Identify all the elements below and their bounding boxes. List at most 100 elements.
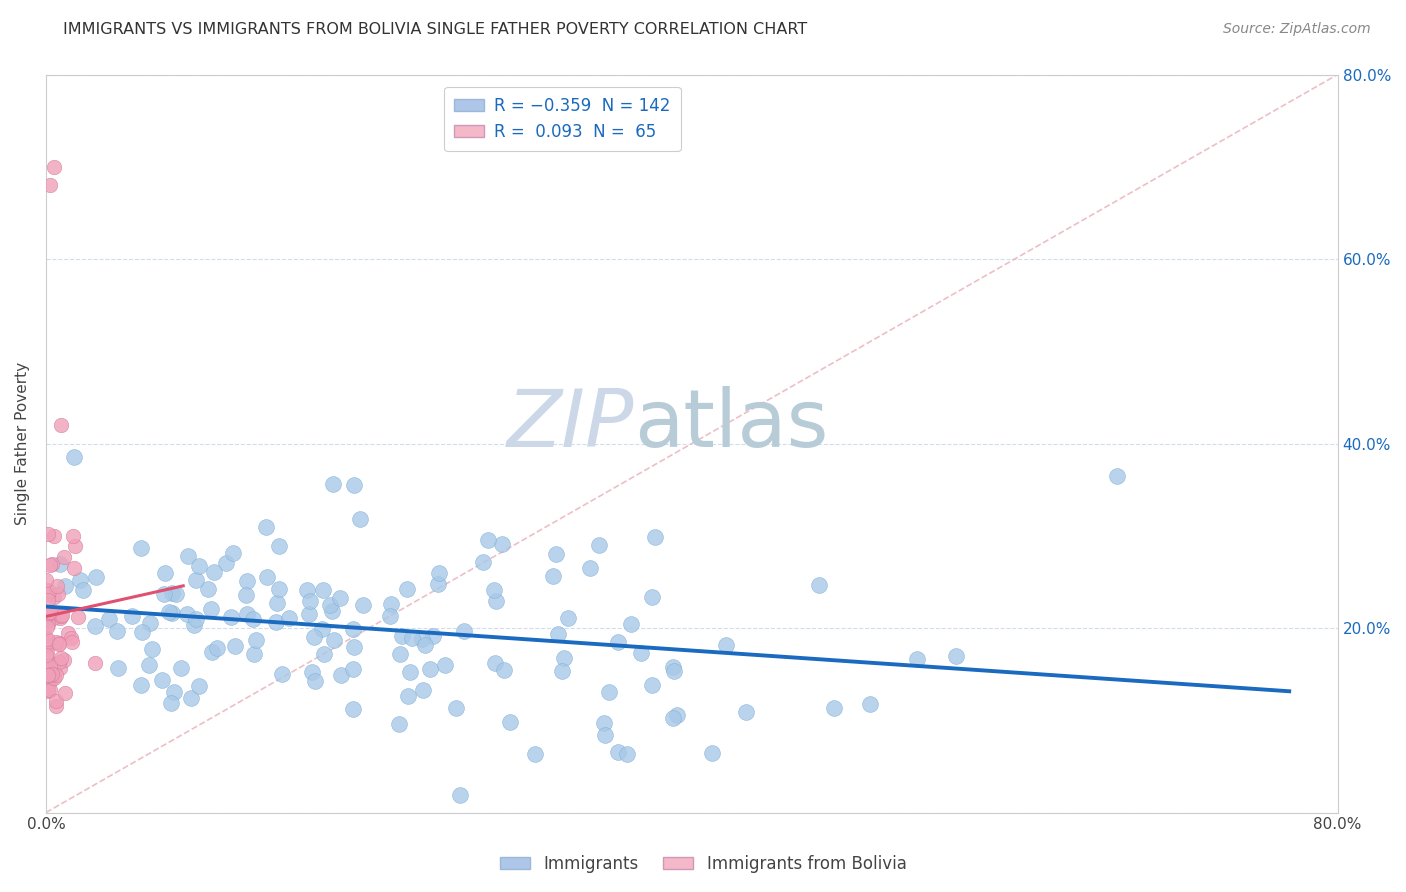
Point	[304, 674, 326, 689]
Point	[84, 656, 107, 670]
Point	[616, 747, 638, 761]
Legend: R = −0.359  N = 142, R =  0.093  N =  65: R = −0.359 N = 142, R = 0.093 N = 65	[444, 87, 681, 151]
Point	[48, 661, 70, 675]
Point	[138, 658, 160, 673]
Point	[177, 549, 200, 564]
Point	[187, 558, 209, 573]
Point	[412, 683, 434, 698]
Point	[176, 607, 198, 622]
Point	[295, 582, 318, 597]
Point	[42, 662, 65, 676]
Point	[319, 598, 342, 612]
Point	[35, 639, 58, 653]
Point	[35, 620, 58, 634]
Point	[607, 635, 630, 649]
Point	[38, 583, 60, 598]
Legend: Immigrants, Immigrants from Bolivia: Immigrants, Immigrants from Bolivia	[494, 848, 912, 880]
Point	[197, 582, 219, 597]
Point	[271, 666, 294, 681]
Point	[186, 612, 208, 626]
Point	[48, 655, 70, 669]
Point	[153, 566, 176, 581]
Point	[492, 663, 515, 677]
Point	[52, 550, 75, 565]
Point	[662, 665, 685, 679]
Point	[219, 610, 242, 624]
Point	[129, 678, 152, 692]
Point	[35, 636, 58, 650]
Point	[236, 607, 259, 622]
Point	[427, 577, 450, 591]
Point	[160, 586, 183, 600]
Point	[807, 578, 830, 592]
Point	[37, 606, 59, 620]
Point	[607, 745, 630, 759]
Point	[53, 579, 76, 593]
Point	[37, 676, 59, 690]
Point	[107, 661, 129, 675]
Point	[44, 590, 66, 604]
Point	[42, 611, 65, 625]
Point	[222, 546, 245, 560]
Point	[945, 648, 967, 663]
Point	[401, 631, 423, 645]
Point	[593, 716, 616, 731]
Point	[267, 539, 290, 553]
Point	[39, 660, 62, 674]
Point	[352, 598, 374, 612]
Point	[184, 573, 207, 587]
Point	[391, 629, 413, 643]
Point	[60, 631, 83, 645]
Point	[641, 591, 664, 605]
Point	[343, 478, 366, 492]
Point	[396, 690, 419, 704]
Point	[139, 616, 162, 631]
Point	[312, 583, 335, 598]
Point	[35, 583, 58, 598]
Point	[342, 662, 364, 676]
Point	[37, 607, 59, 622]
Point	[491, 537, 513, 551]
Point	[39, 658, 62, 673]
Point	[162, 606, 184, 620]
Point	[449, 789, 471, 803]
Point	[823, 701, 845, 715]
Point	[48, 636, 70, 650]
Point	[662, 711, 685, 725]
Point	[301, 665, 323, 679]
Point	[38, 613, 60, 627]
Point	[330, 668, 353, 682]
Point	[388, 716, 411, 731]
Point	[620, 616, 643, 631]
Point	[38, 682, 60, 697]
Point	[499, 714, 522, 729]
Point	[471, 555, 494, 569]
Point	[53, 686, 76, 700]
Point	[62, 529, 84, 543]
Point	[254, 520, 277, 534]
Point	[419, 662, 441, 676]
Point	[299, 593, 322, 607]
Point	[207, 641, 229, 656]
Point	[37, 684, 59, 698]
Point	[444, 701, 467, 715]
Point	[180, 690, 202, 705]
Point	[342, 702, 364, 716]
Point	[42, 657, 65, 672]
Point	[48, 611, 70, 625]
Point	[56, 626, 79, 640]
Point	[129, 541, 152, 555]
Point	[84, 619, 107, 633]
Point	[150, 673, 173, 687]
Point	[859, 698, 882, 712]
Point	[187, 679, 209, 693]
Point	[37, 607, 59, 621]
Point	[141, 642, 163, 657]
Point	[422, 629, 444, 643]
Point	[380, 597, 402, 611]
Point	[49, 609, 72, 624]
Point	[700, 746, 723, 760]
Point	[553, 651, 575, 665]
Point	[37, 616, 59, 631]
Point	[349, 512, 371, 526]
